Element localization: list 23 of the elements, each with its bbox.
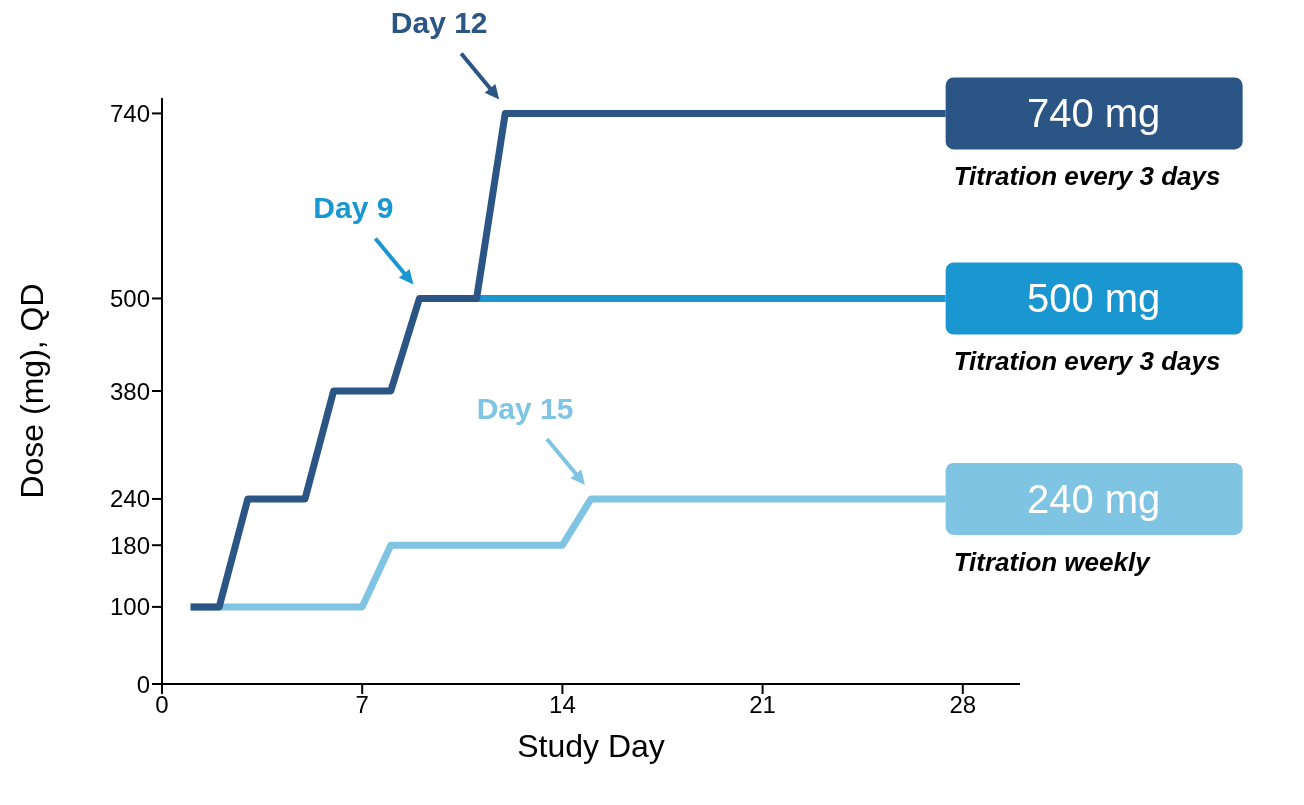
- annotation: Titration weekly: [953, 546, 1152, 577]
- annotation: 500 mg: [1026, 276, 1161, 321]
- annotation: Titration every 3 days: [953, 161, 1221, 192]
- x-tick-label: 7: [355, 691, 369, 719]
- y-tick-label: 180: [109, 531, 150, 559]
- annotation: 240 mg: [1026, 476, 1161, 521]
- y-tick-label: 740: [109, 99, 150, 127]
- y-tick-label: 240: [109, 485, 150, 513]
- x-axis-title: Study Day: [517, 728, 665, 764]
- y-tick-label: 0: [136, 670, 150, 698]
- annotation: Day 15: [476, 391, 574, 425]
- y-tick-label: 100: [109, 593, 150, 621]
- x-tick-label: 28: [949, 691, 977, 719]
- annotation: 740 mg: [1026, 91, 1161, 136]
- annotation: Titration every 3 days: [953, 346, 1221, 377]
- x-tick-label: 0: [155, 691, 169, 719]
- x-tick-label: 14: [549, 691, 576, 719]
- y-tick-label: 500: [109, 284, 150, 312]
- y-tick-label: 380: [109, 377, 150, 405]
- y-axis-title: Dose (mg), QD: [14, 283, 51, 499]
- annotation: Day 12: [390, 6, 488, 40]
- annotation: Day 9: [313, 191, 394, 225]
- x-tick-label: 21: [749, 691, 776, 719]
